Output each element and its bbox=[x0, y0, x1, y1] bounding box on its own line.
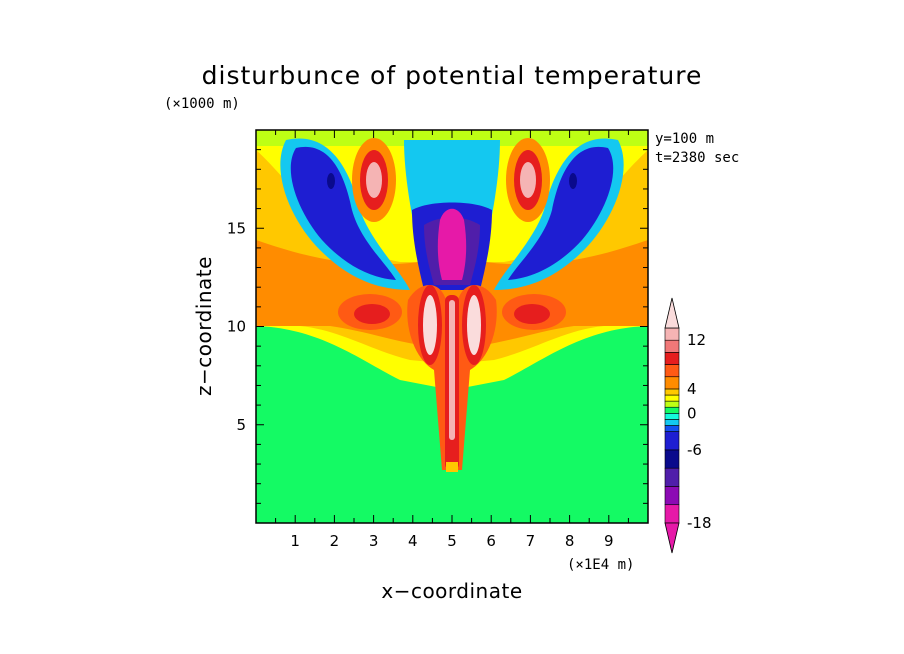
x-tick-label: 9 bbox=[604, 532, 614, 550]
colorbar-segment bbox=[664, 431, 680, 451]
colorbar-segment bbox=[664, 376, 680, 390]
x-tick-label: 8 bbox=[565, 532, 575, 550]
colorbar-label: 4 bbox=[687, 380, 697, 398]
annotation-t: t=2380 sec bbox=[655, 150, 739, 166]
colorbar-segment bbox=[664, 406, 680, 414]
plume-base bbox=[446, 462, 458, 472]
colorbar-segment bbox=[664, 419, 680, 426]
warm-cell-upper-left-core bbox=[366, 162, 382, 198]
y-tick-label: 10 bbox=[227, 318, 246, 336]
colorbar: 12 4 0 -6 -18 bbox=[664, 297, 712, 554]
x-tick-label: 7 bbox=[526, 532, 536, 550]
y-tick-label: 15 bbox=[227, 219, 246, 237]
warm-lobe-right-inner bbox=[514, 304, 550, 324]
colorbar-segment bbox=[664, 388, 680, 396]
warm-plume-right-pink bbox=[467, 295, 481, 355]
y-tick-label: 5 bbox=[236, 416, 246, 434]
colorbar-segment bbox=[664, 504, 680, 524]
colorbar-segment bbox=[664, 400, 680, 408]
cold-lobe-left bbox=[290, 146, 396, 280]
colorbar-label: -18 bbox=[687, 514, 712, 532]
x-tick-label: 1 bbox=[290, 532, 300, 550]
x-tick-label: 5 bbox=[447, 532, 457, 550]
y-axis-label: z−coordinate bbox=[192, 256, 216, 396]
colorbar-label: 12 bbox=[687, 331, 706, 349]
central-cold-top bbox=[437, 208, 467, 280]
chart-title: disturbunce of potential temperature bbox=[202, 61, 703, 90]
y-unit-label: (×1000 m) bbox=[164, 96, 240, 112]
colorbar-segment bbox=[664, 449, 680, 469]
x-tick-label: 6 bbox=[486, 532, 496, 550]
colorbar-segment bbox=[664, 425, 680, 432]
colorbar-segment bbox=[664, 327, 680, 341]
cold-core-left bbox=[327, 173, 335, 189]
colorbar-segment bbox=[664, 394, 680, 402]
colorbar-label: -6 bbox=[687, 441, 702, 459]
x-tick-label: 2 bbox=[330, 532, 340, 550]
x-tick-label: 3 bbox=[369, 532, 379, 550]
colorbar-segment bbox=[664, 467, 680, 487]
cold-lobe-right bbox=[508, 146, 614, 280]
x-tick-label: 4 bbox=[408, 532, 418, 550]
warm-lobe-left-inner bbox=[354, 304, 390, 324]
annotation-y: y=100 m bbox=[655, 131, 714, 147]
colorbar-segment bbox=[664, 413, 680, 420]
colorbar-top-arrow bbox=[664, 297, 680, 329]
colorbar-bottom-arrow bbox=[664, 522, 680, 554]
colorbar-segment bbox=[664, 364, 680, 378]
x-unit-label: (×1E4 m) bbox=[567, 557, 634, 573]
colorbar-segment bbox=[664, 339, 680, 353]
plot-area bbox=[256, 130, 648, 523]
colorbar-segment bbox=[664, 352, 680, 365]
colorbar-label: 0 bbox=[687, 404, 697, 422]
colorbar-segment bbox=[664, 486, 680, 506]
x-axis-label: x−coordinate bbox=[381, 579, 522, 603]
warm-plume-stem-core bbox=[449, 300, 455, 440]
warm-plume-left-pink bbox=[423, 295, 437, 355]
warm-cell-upper-right-core bbox=[520, 162, 536, 198]
cold-core-right bbox=[569, 173, 577, 189]
axis-ticks: 1 2 3 4 5 6 7 8 9 5 10 15 bbox=[227, 130, 648, 550]
